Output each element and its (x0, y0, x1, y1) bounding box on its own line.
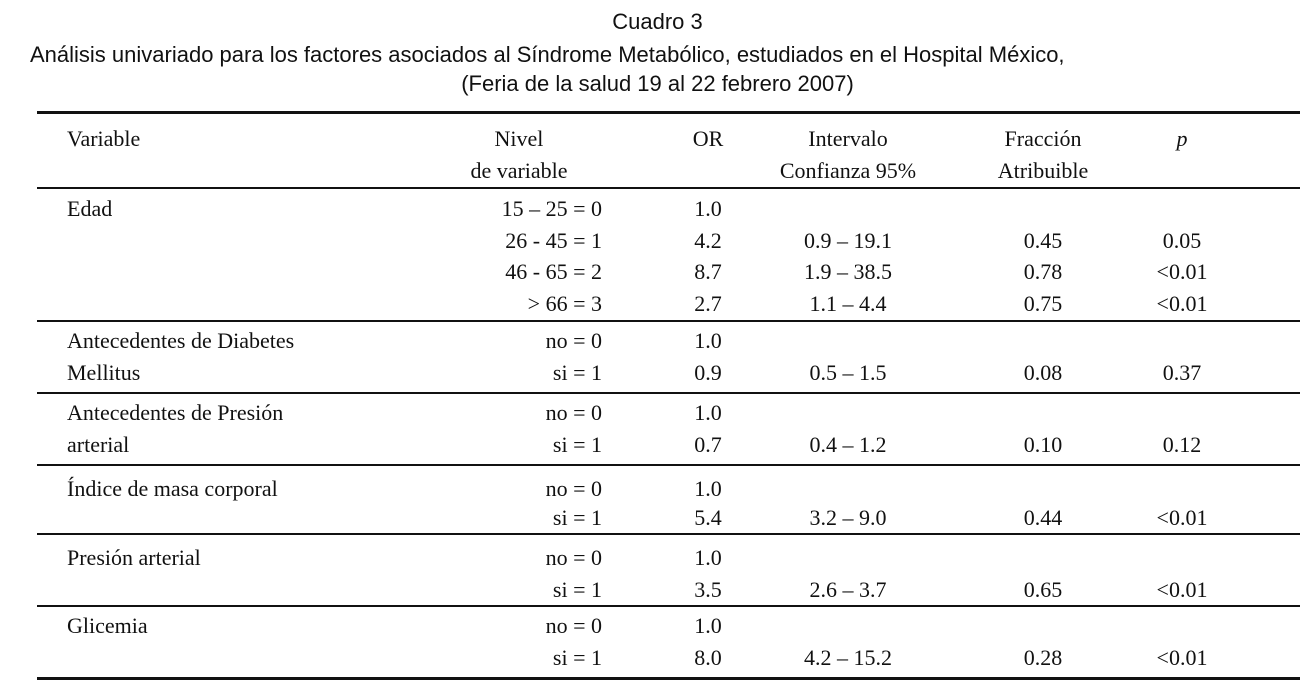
fraction-cell: 0.28 (1023, 645, 1063, 670)
level-cell: no = 0 (545, 545, 602, 570)
group-separator (37, 320, 1300, 322)
fraction-cell: 0.08 (1023, 360, 1063, 385)
level-cell: si = 1 (552, 505, 602, 530)
variable-name: Antecedentes de Presión (67, 400, 284, 425)
variable-name: Glicemia (67, 613, 148, 638)
ci-cell: 1.9 – 38.5 (804, 259, 892, 284)
p-value-cell: <0.01 (1156, 259, 1208, 284)
header-or: OR (692, 126, 724, 151)
fraction-cell: 0.75 (1023, 291, 1063, 316)
level-cell: si = 1 (552, 577, 602, 602)
level-cell: 46 - 65 = 2 (505, 259, 602, 284)
level-cell: si = 1 (552, 645, 602, 670)
header-variable: Variable (67, 126, 141, 151)
variable-name: Presión arterial (67, 545, 201, 570)
p-value-cell: 0.37 (1162, 360, 1202, 385)
or-cell: 5.4 (694, 505, 722, 530)
or-cell: 1.0 (694, 476, 722, 501)
variable-name: Antecedentes de Diabetes (67, 328, 295, 353)
ci-cell: 0.5 – 1.5 (809, 360, 887, 385)
or-cell: 3.5 (694, 577, 722, 602)
or-cell: 8.0 (694, 645, 722, 670)
header-ci-line1: Intervalo (808, 126, 888, 151)
header-fraction-line1: Fracción (1004, 126, 1082, 151)
level-cell: no = 0 (545, 400, 602, 425)
group-separator (37, 464, 1300, 466)
variable-name: Edad (67, 196, 113, 221)
p-value-cell: 0.12 (1162, 432, 1202, 457)
p-value-cell: <0.01 (1156, 291, 1208, 316)
level-cell: no = 0 (545, 328, 602, 353)
or-cell: 2.7 (694, 291, 722, 316)
fraction-cell: 0.10 (1023, 432, 1063, 457)
fraction-cell: 0.45 (1023, 228, 1063, 253)
p-value-cell: <0.01 (1156, 505, 1208, 530)
header-level-line2: de variable (470, 158, 568, 183)
p-value-cell: <0.01 (1156, 645, 1208, 670)
header-ci-line2: Confianza 95% (779, 158, 917, 183)
level-cell: no = 0 (545, 476, 602, 501)
table-caption-number: Cuadro 3 (612, 9, 703, 34)
table-bottom-rule (37, 677, 1300, 680)
or-cell: 8.7 (694, 259, 722, 284)
level-cell: si = 1 (552, 360, 602, 385)
level-cell: 26 - 45 = 1 (505, 228, 602, 253)
p-value-cell: 0.05 (1162, 228, 1202, 253)
table-caption-subtitle: (Feria de la salud 19 al 22 febrero 2007… (461, 71, 854, 96)
level-cell: si = 1 (552, 432, 602, 457)
group-separator (37, 392, 1300, 394)
ci-cell: 0.9 – 19.1 (804, 228, 892, 253)
ci-cell: 2.6 – 3.7 (809, 577, 887, 602)
table-caption-title: Análisis univariado para los factores as… (30, 42, 1065, 67)
p-value-cell: <0.01 (1156, 577, 1208, 602)
fraction-cell: 0.44 (1023, 505, 1063, 530)
table-top-rule (37, 111, 1300, 114)
group-separator (37, 533, 1300, 535)
variable-name: Mellitus (67, 360, 141, 385)
or-cell: 0.9 (694, 360, 722, 385)
ci-cell: 4.2 – 15.2 (804, 645, 892, 670)
or-cell: 1.0 (694, 545, 722, 570)
header-fraction-line2: Atribuible (997, 158, 1089, 183)
level-cell: no = 0 (545, 613, 602, 638)
header-bottom-rule (37, 187, 1300, 189)
or-cell: 0.7 (694, 432, 722, 457)
variable-name: Índice de masa corporal (67, 476, 278, 501)
fraction-cell: 0.65 (1023, 577, 1063, 602)
fraction-cell: 0.78 (1023, 259, 1063, 284)
level-cell: > 66 = 3 (527, 291, 602, 316)
or-cell: 1.0 (694, 613, 722, 638)
group-separator (37, 605, 1300, 607)
ci-cell: 0.4 – 1.2 (809, 432, 887, 457)
or-cell: 1.0 (694, 196, 722, 221)
header-level-line1: Nivel (494, 126, 544, 151)
or-cell: 1.0 (694, 328, 722, 353)
level-cell: 15 – 25 = 0 (501, 196, 602, 221)
or-cell: 1.0 (694, 400, 722, 425)
header-p: p (1176, 126, 1188, 151)
variable-name: arterial (67, 432, 130, 457)
or-cell: 4.2 (694, 228, 722, 253)
ci-cell: 1.1 – 4.4 (809, 291, 887, 316)
ci-cell: 3.2 – 9.0 (809, 505, 887, 530)
